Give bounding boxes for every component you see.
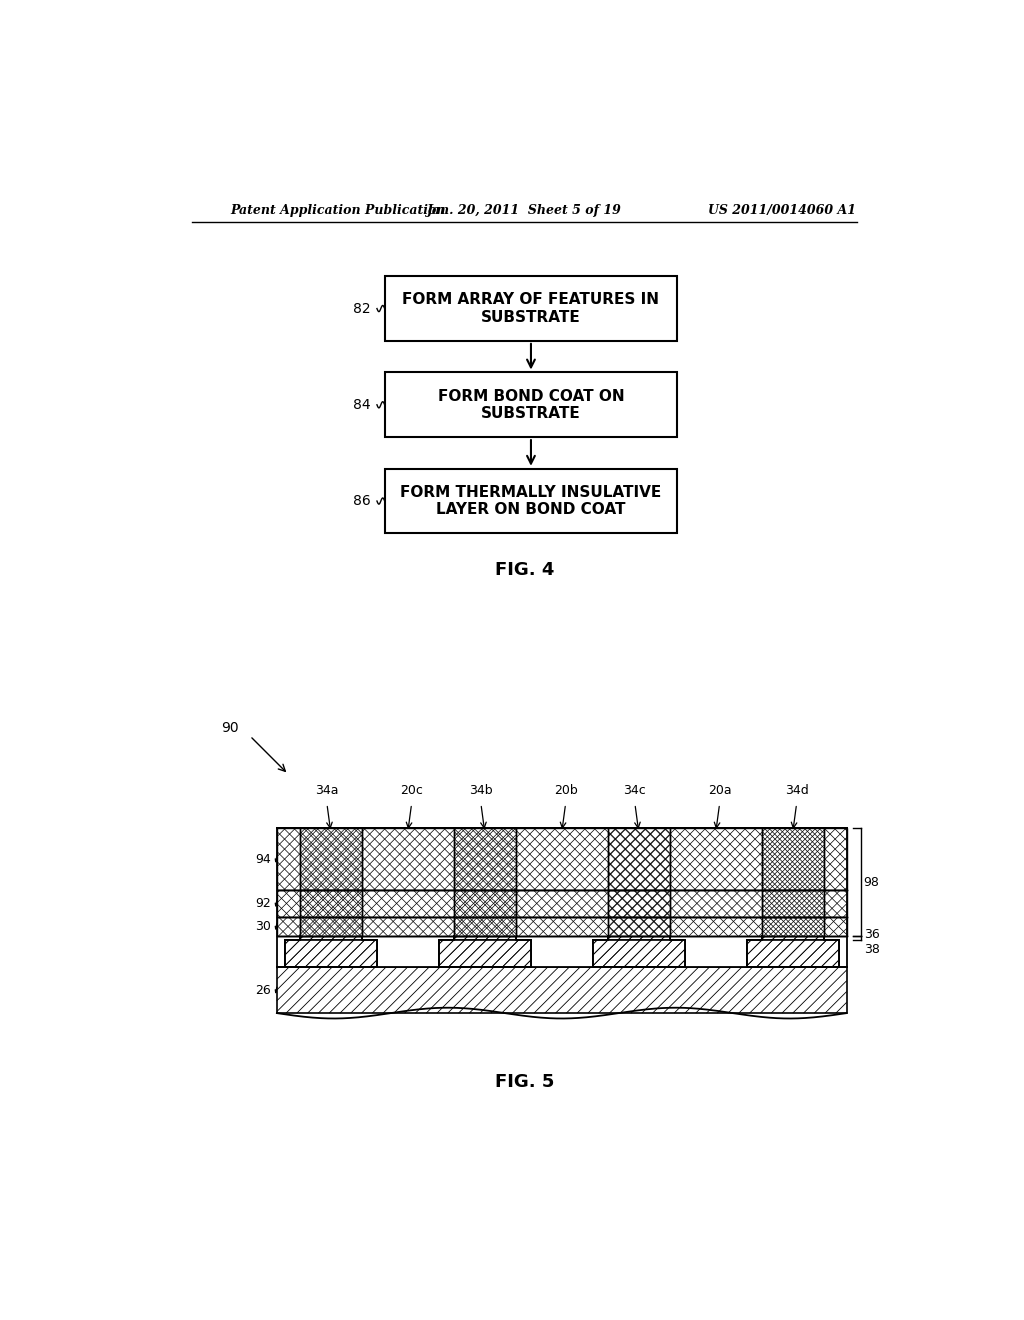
Text: 84: 84 bbox=[353, 397, 371, 412]
Text: 82: 82 bbox=[353, 301, 371, 315]
Polygon shape bbox=[531, 940, 593, 966]
Polygon shape bbox=[377, 940, 438, 966]
Text: 38: 38 bbox=[863, 942, 880, 956]
Text: Patent Application Publication: Patent Application Publication bbox=[230, 205, 446, 218]
Text: 34c: 34c bbox=[624, 784, 646, 797]
Text: 34b: 34b bbox=[469, 784, 493, 797]
Polygon shape bbox=[670, 940, 762, 966]
Text: 34a: 34a bbox=[315, 784, 339, 797]
Text: FORM ARRAY OF FEATURES IN
SUBSTRATE: FORM ARRAY OF FEATURES IN SUBSTRATE bbox=[402, 292, 659, 325]
Polygon shape bbox=[454, 936, 515, 940]
Polygon shape bbox=[515, 940, 608, 966]
Polygon shape bbox=[746, 936, 839, 966]
Polygon shape bbox=[593, 936, 685, 966]
Polygon shape bbox=[300, 917, 361, 936]
Text: FIG. 4: FIG. 4 bbox=[496, 561, 554, 579]
Polygon shape bbox=[438, 936, 531, 966]
Text: 92: 92 bbox=[255, 896, 270, 909]
Polygon shape bbox=[438, 940, 531, 966]
Polygon shape bbox=[285, 936, 377, 966]
Text: 20b: 20b bbox=[554, 784, 578, 797]
Polygon shape bbox=[608, 917, 670, 936]
Polygon shape bbox=[300, 890, 361, 917]
Polygon shape bbox=[438, 940, 531, 966]
Text: 20c: 20c bbox=[400, 784, 423, 797]
Polygon shape bbox=[276, 829, 847, 890]
Text: 90: 90 bbox=[221, 721, 239, 735]
Text: FORM BOND COAT ON
SUBSTRATE: FORM BOND COAT ON SUBSTRATE bbox=[437, 388, 625, 421]
Text: 26: 26 bbox=[255, 983, 270, 997]
Polygon shape bbox=[300, 829, 361, 890]
Polygon shape bbox=[762, 829, 823, 890]
Text: 98: 98 bbox=[863, 875, 880, 888]
Polygon shape bbox=[361, 940, 454, 966]
Polygon shape bbox=[454, 936, 515, 940]
Polygon shape bbox=[285, 940, 377, 966]
Text: FIG. 5: FIG. 5 bbox=[496, 1073, 554, 1092]
Polygon shape bbox=[746, 940, 839, 966]
Polygon shape bbox=[746, 940, 839, 966]
Polygon shape bbox=[762, 917, 823, 936]
Text: 94: 94 bbox=[255, 853, 270, 866]
Polygon shape bbox=[608, 936, 670, 940]
Polygon shape bbox=[762, 890, 823, 917]
Text: US 2011/0014060 A1: US 2011/0014060 A1 bbox=[708, 205, 856, 218]
Polygon shape bbox=[608, 829, 670, 890]
Polygon shape bbox=[685, 940, 746, 966]
Polygon shape bbox=[276, 966, 847, 1014]
Polygon shape bbox=[276, 917, 847, 936]
Text: 34d: 34d bbox=[784, 784, 809, 797]
Text: 36: 36 bbox=[863, 928, 880, 941]
Polygon shape bbox=[454, 917, 515, 936]
Text: FORM THERMALLY INSULATIVE
LAYER ON BOND COAT: FORM THERMALLY INSULATIVE LAYER ON BOND … bbox=[400, 484, 662, 517]
Polygon shape bbox=[608, 936, 670, 940]
Polygon shape bbox=[454, 829, 515, 890]
Text: 86: 86 bbox=[353, 494, 371, 508]
Polygon shape bbox=[300, 936, 361, 940]
Polygon shape bbox=[593, 940, 685, 966]
Text: 30: 30 bbox=[255, 920, 270, 933]
Text: Jan. 20, 2011  Sheet 5 of 19: Jan. 20, 2011 Sheet 5 of 19 bbox=[427, 205, 623, 218]
Polygon shape bbox=[593, 940, 685, 966]
Polygon shape bbox=[454, 890, 515, 917]
Text: 20a: 20a bbox=[708, 784, 731, 797]
Polygon shape bbox=[762, 936, 823, 940]
Polygon shape bbox=[276, 890, 847, 917]
Polygon shape bbox=[300, 936, 361, 940]
Polygon shape bbox=[608, 890, 670, 917]
Polygon shape bbox=[285, 940, 377, 966]
Polygon shape bbox=[762, 936, 823, 940]
